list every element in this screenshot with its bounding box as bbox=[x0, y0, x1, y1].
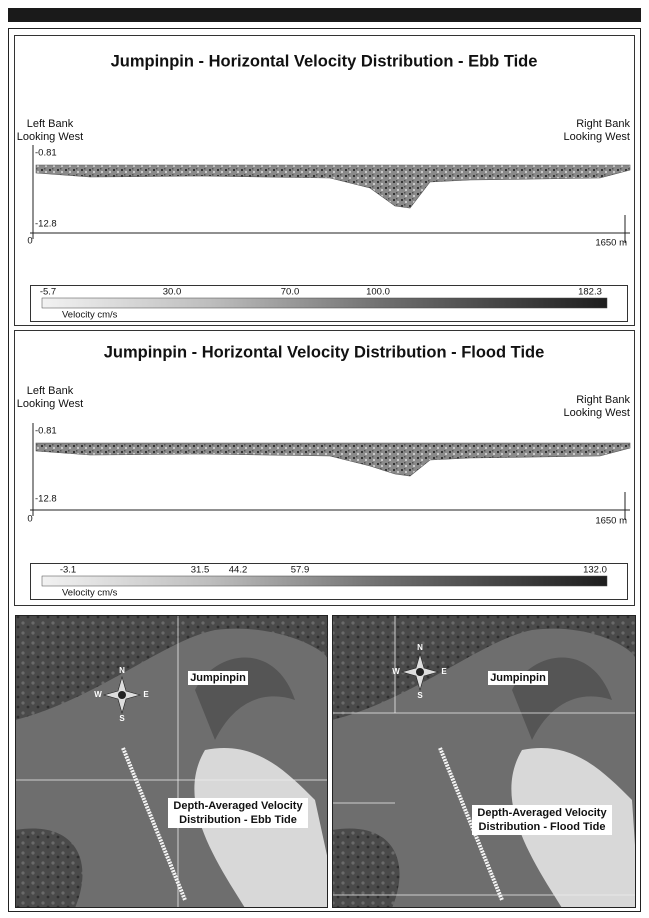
depth-top: -0.81 bbox=[35, 426, 57, 437]
right-bank-label: Right Bank bbox=[576, 394, 630, 406]
velocity-section bbox=[36, 443, 630, 476]
depth-top: -0.81 bbox=[35, 148, 57, 159]
distance-start: 0 bbox=[27, 236, 32, 247]
caption-label: Depth-Averaged Velocity bbox=[477, 807, 607, 819]
caption-label: Distribution - Flood Tide bbox=[479, 821, 606, 833]
header-bar bbox=[8, 8, 641, 22]
colorbar-tick-label: 100.0 bbox=[366, 287, 390, 298]
panel-frame bbox=[15, 331, 635, 606]
distance-start: 0 bbox=[27, 514, 32, 525]
caption-label: Distribution - Ebb Tide bbox=[179, 814, 297, 826]
figure: Jumpinpin - Horizontal Velocity Distribu… bbox=[0, 0, 649, 918]
colorbar-tick-label: 182.3 bbox=[578, 287, 602, 298]
page: {"panels": [ {"title": "Jumpinpin - Hori… bbox=[0, 0, 649, 918]
colorbar-tick-label: 30.0 bbox=[163, 287, 182, 298]
distance-end: 1650 m bbox=[595, 238, 627, 249]
depth-bottom: -12.8 bbox=[35, 219, 57, 230]
colorbar bbox=[42, 298, 607, 308]
colorbar-tick-label: -5.7 bbox=[40, 287, 56, 298]
distance-end: 1650 m bbox=[595, 516, 627, 527]
left-bank-label: Looking West bbox=[17, 131, 83, 143]
colorbar-tick-label: 44.2 bbox=[229, 565, 248, 576]
colorbar-tick-label: 31.5 bbox=[191, 565, 210, 576]
compass-letter: E bbox=[441, 667, 447, 676]
panel-frame bbox=[15, 36, 635, 326]
left-bank-label: Left Bank bbox=[27, 385, 74, 397]
panel-title: Jumpinpin - Horizontal Velocity Distribu… bbox=[104, 343, 545, 361]
place-label: Jumpinpin bbox=[490, 672, 546, 684]
compass-letter: N bbox=[417, 643, 423, 652]
compass-center bbox=[118, 691, 126, 699]
compass-letter: S bbox=[417, 691, 423, 700]
caption-label: Depth-Averaged Velocity bbox=[173, 800, 303, 812]
compass-letter: W bbox=[392, 667, 400, 676]
colorbar-tick-label: 70.0 bbox=[281, 287, 300, 298]
compass-letter: N bbox=[119, 666, 125, 675]
colorbar-tick-label: 57.9 bbox=[291, 565, 310, 576]
compass-letter: W bbox=[94, 690, 102, 699]
compass-letter: E bbox=[143, 690, 149, 699]
left-bank-label: Left Bank bbox=[27, 118, 74, 130]
velocity-section bbox=[36, 165, 630, 208]
depth-bottom: -12.8 bbox=[35, 494, 57, 505]
right-bank-label: Looking West bbox=[564, 131, 630, 143]
left-bank-label: Looking West bbox=[17, 398, 83, 410]
panel-title: Jumpinpin - Horizontal Velocity Distribu… bbox=[111, 52, 538, 70]
compass-letter: S bbox=[119, 714, 125, 723]
colorbar-tick-label: -3.1 bbox=[60, 565, 76, 576]
right-bank-label: Right Bank bbox=[576, 118, 630, 130]
colorbar-label: Velocity cm/s bbox=[62, 310, 118, 321]
compass-center bbox=[416, 668, 424, 676]
colorbar-tick-label: 132.0 bbox=[583, 565, 607, 576]
right-bank-label: Looking West bbox=[564, 407, 630, 419]
colorbar-label: Velocity cm/s bbox=[62, 588, 118, 599]
place-label: Jumpinpin bbox=[190, 672, 246, 684]
colorbar bbox=[42, 576, 607, 586]
